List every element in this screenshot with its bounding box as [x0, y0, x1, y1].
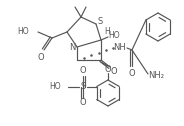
Text: O: O	[79, 98, 86, 107]
Text: NH₂: NH₂	[148, 71, 164, 81]
Text: NH: NH	[114, 42, 126, 52]
Text: HO: HO	[17, 26, 29, 36]
Text: O: O	[111, 67, 117, 75]
Text: HO: HO	[108, 30, 120, 39]
Text: S: S	[97, 18, 103, 26]
Text: S: S	[80, 82, 85, 91]
Text: H: H	[104, 26, 110, 36]
Text: O: O	[79, 66, 86, 75]
Text: O: O	[105, 65, 111, 73]
Text: O: O	[38, 53, 44, 61]
Text: HO: HO	[49, 82, 61, 91]
Text: O: O	[129, 69, 135, 77]
Text: N: N	[69, 43, 75, 53]
